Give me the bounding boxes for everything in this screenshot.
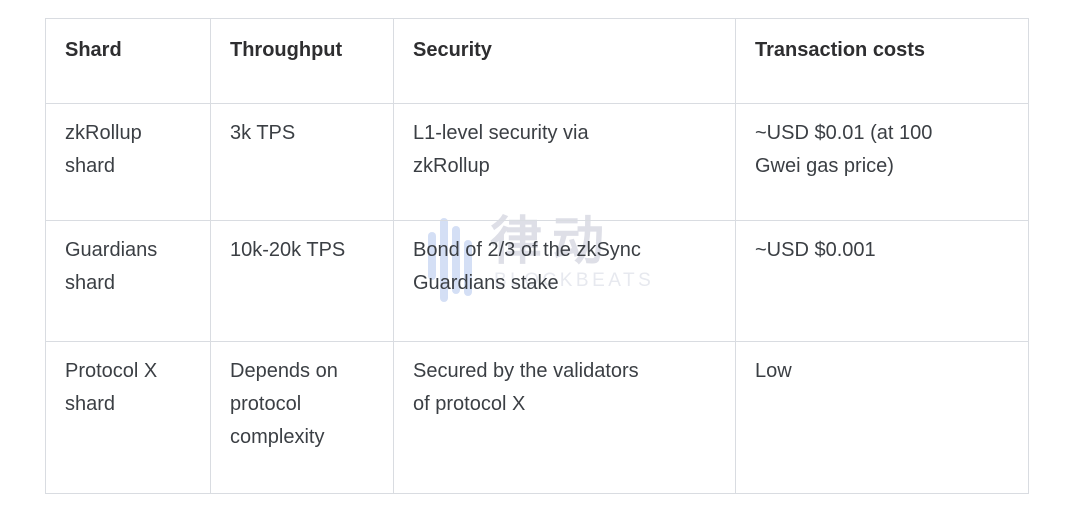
data-table: Shard Throughput Security Transaction co… [45,18,1029,494]
column-header-transaction-costs: Transaction costs [735,18,1029,104]
cell-transaction-costs: Low [735,341,1029,494]
cell-shard-name: Protocol X shard [45,341,211,494]
cell-security: Secured by the validators of protocol X [393,341,736,494]
cell-throughput: 3k TPS [210,103,394,221]
column-header-security: Security [393,18,736,104]
cell-shard-name: zkRollup shard [45,103,211,221]
cell-throughput: 10k-20k TPS [210,220,394,342]
cell-shard-name: Guardians shard [45,220,211,342]
table-row: Guardians shard 10k-20k TPS Bond of 2/3 … [45,220,1029,342]
cell-security: L1-level security via zkRollup [393,103,736,221]
cell-transaction-costs: ~USD $0.01 (at 100 Gwei gas price) [735,103,1029,221]
table-row: zkRollup shard 3k TPS L1-level security … [45,103,1029,221]
cell-transaction-costs: ~USD $0.001 [735,220,1029,342]
table-header-row: Shard Throughput Security Transaction co… [45,18,1029,104]
cell-security: Bond of 2/3 of the zkSync Guardians stak… [393,220,736,342]
shard-comparison-table: Shard Throughput Security Transaction co… [45,18,1029,494]
column-header-throughput: Throughput [210,18,394,104]
table-row: Protocol X shard Depends on protocol com… [45,341,1029,494]
column-header-shard: Shard [45,18,211,104]
cell-throughput: Depends on protocol complexity [210,341,394,494]
